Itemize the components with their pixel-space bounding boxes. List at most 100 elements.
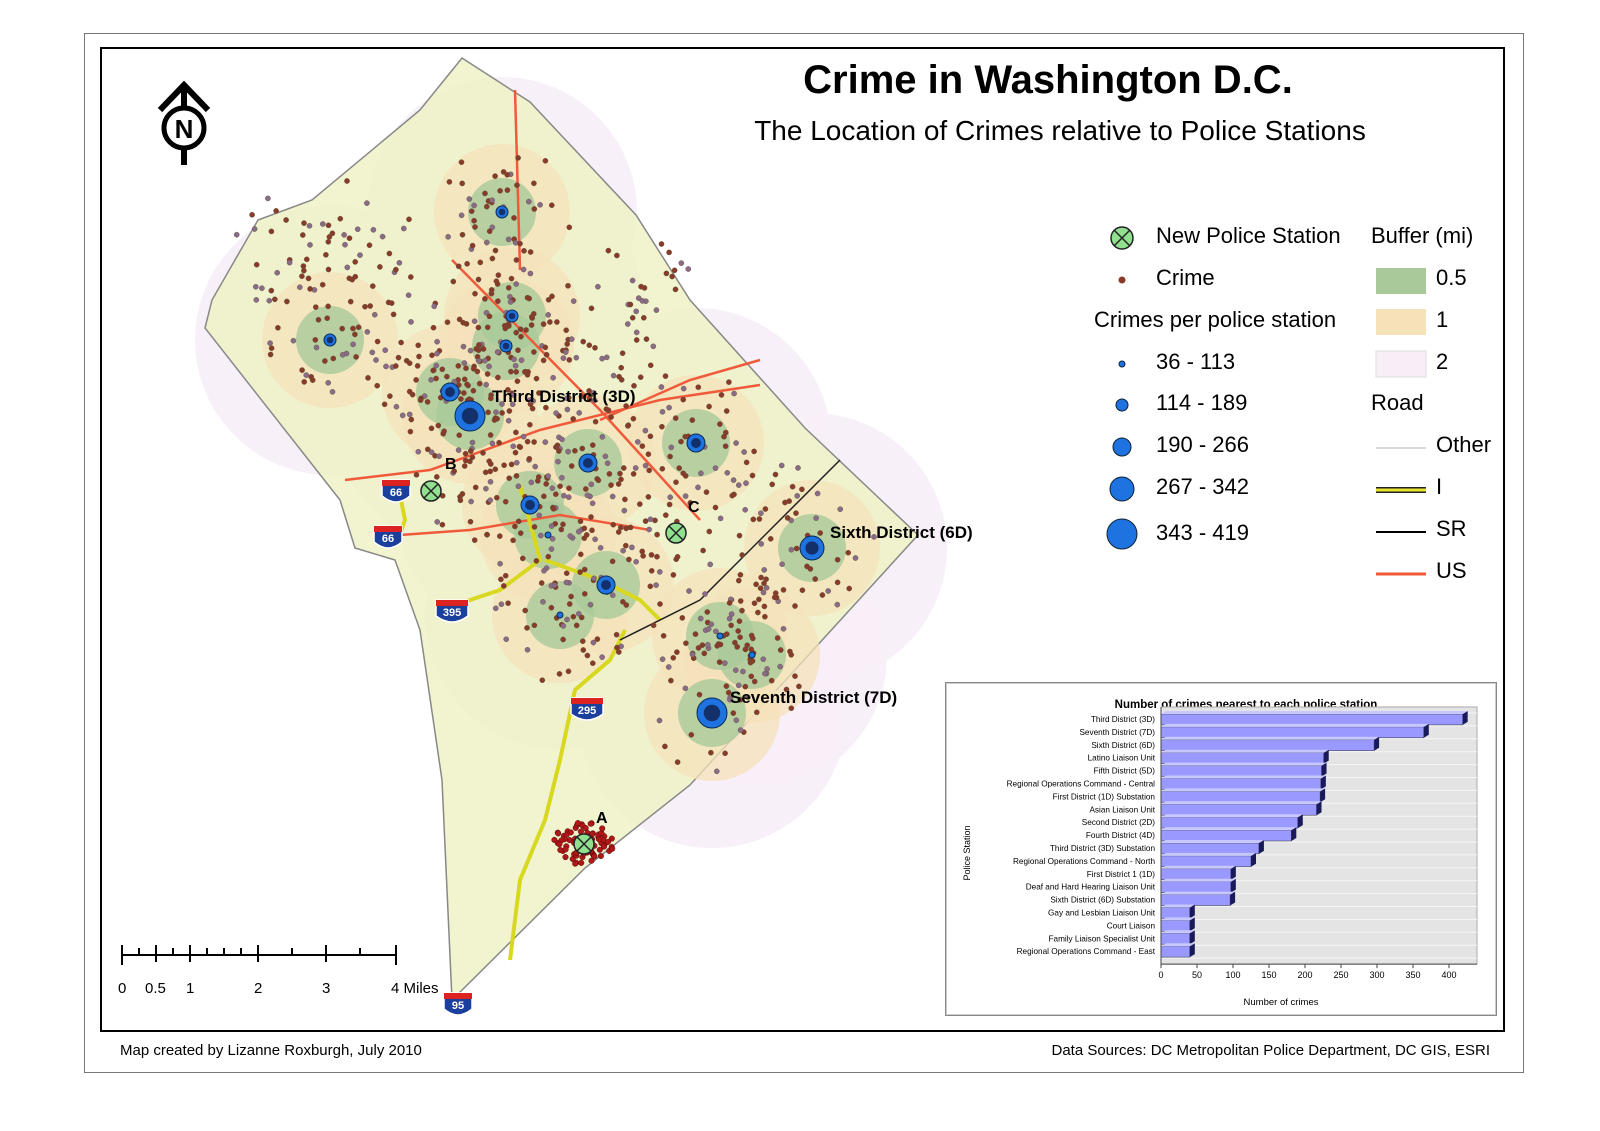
chart-x-tick-label: 0 xyxy=(1158,970,1163,980)
crime-point xyxy=(513,329,520,336)
crime-point xyxy=(464,260,470,267)
chart-bar xyxy=(1160,749,1329,764)
crime-point xyxy=(702,591,708,597)
crime-point xyxy=(429,352,435,359)
svg-text:395: 395 xyxy=(443,607,461,619)
crime-point xyxy=(430,367,437,374)
crime-point xyxy=(639,443,646,449)
crime-point xyxy=(733,667,739,674)
crime-point xyxy=(469,242,476,249)
crime-point xyxy=(657,569,663,575)
crime-point xyxy=(528,479,535,486)
crime-point xyxy=(524,625,530,631)
chart-x-tick-label: 50 xyxy=(1192,970,1202,980)
chart-category-label: Latino Liaison Unit xyxy=(1088,754,1156,763)
crime-point xyxy=(674,649,680,655)
chart-category-label: Fifth District (5D) xyxy=(1094,767,1156,776)
crime-point xyxy=(494,349,501,355)
crime-point xyxy=(515,483,522,490)
crime-point xyxy=(712,504,719,511)
crime-point xyxy=(299,273,305,280)
legend-road-title: Road xyxy=(1371,390,1424,415)
crime-point xyxy=(619,350,626,357)
crime-point xyxy=(435,422,442,429)
crime-point xyxy=(531,524,538,530)
crime-point xyxy=(564,395,570,401)
crime-point xyxy=(324,315,331,322)
crime-point xyxy=(505,600,511,607)
crime-point xyxy=(489,197,495,203)
crime-point xyxy=(413,471,420,478)
crime-point xyxy=(588,857,595,864)
crime-point xyxy=(305,275,312,282)
crime-point xyxy=(742,683,749,690)
crime-point xyxy=(578,614,585,621)
crime-point xyxy=(778,462,785,469)
chart-y-axis-label: Police Station xyxy=(962,825,972,880)
crime-point xyxy=(680,385,687,392)
crime-point xyxy=(312,337,319,343)
crime-point xyxy=(527,421,533,428)
crime-point xyxy=(531,622,538,629)
crime-point xyxy=(517,240,523,247)
crime-point xyxy=(555,830,562,837)
crime-point xyxy=(568,463,575,469)
crime-point xyxy=(559,436,565,443)
crime-point xyxy=(398,339,404,346)
crime-point xyxy=(500,583,507,589)
crime-point xyxy=(565,448,571,455)
crime-point xyxy=(605,838,612,845)
crime-point xyxy=(497,560,503,567)
crime-point xyxy=(461,463,468,469)
legend-road-i-label: I xyxy=(1436,474,1443,499)
inset-chart-svg: Number of crimes nearest to each police … xyxy=(962,699,1478,1008)
legend-station-class2-icon xyxy=(1115,398,1129,412)
chart-x-axis-label: Number of crimes xyxy=(1244,997,1319,1008)
crime-point xyxy=(406,411,413,418)
road-us xyxy=(451,259,701,521)
legend-crime-label: Crime xyxy=(1156,265,1215,290)
crime-point xyxy=(319,221,326,227)
crime-point xyxy=(470,365,477,372)
map-frame xyxy=(100,47,1505,1032)
crime-point xyxy=(696,691,703,698)
crime-point xyxy=(796,683,802,690)
svg-text:295: 295 xyxy=(578,705,596,717)
crime-point xyxy=(526,295,533,302)
crime-point xyxy=(588,305,595,312)
crime-point xyxy=(761,580,767,587)
footer-credit: Map created by Lizanne Roxburgh, July 20… xyxy=(120,1042,422,1059)
crime-point xyxy=(433,375,439,382)
crime-point xyxy=(621,465,627,471)
crime-point xyxy=(524,371,531,378)
legend-buffer-05-swatch xyxy=(1376,268,1426,294)
legend-buffer-1-label: 1 xyxy=(1436,307,1449,332)
crime-point xyxy=(468,498,474,505)
crime-point xyxy=(433,474,440,480)
crime-point xyxy=(610,592,616,599)
crime-point xyxy=(385,299,392,306)
crime-point xyxy=(641,314,647,321)
crime-point xyxy=(407,428,414,435)
chart-x-tick-label: 300 xyxy=(1369,970,1384,980)
label-sixth-district: Sixth District (6D) xyxy=(830,523,973,542)
crime-point xyxy=(563,570,570,577)
crime-point xyxy=(639,548,646,555)
crime-point xyxy=(365,375,371,381)
crime-point xyxy=(695,484,701,491)
road-us xyxy=(599,358,761,422)
crime-point xyxy=(608,835,615,842)
crime-point xyxy=(750,516,757,523)
crime-point xyxy=(577,569,583,575)
crime-point xyxy=(322,358,328,364)
crime-point xyxy=(724,469,731,476)
crime-point xyxy=(668,677,674,684)
crime-point xyxy=(733,717,740,724)
crime-point xyxy=(587,820,594,827)
crime-point xyxy=(383,363,389,370)
crime-point xyxy=(501,462,507,469)
crime-point xyxy=(813,515,819,521)
crime-point xyxy=(726,600,733,606)
crime-point xyxy=(268,287,275,294)
crime-point xyxy=(618,524,624,531)
